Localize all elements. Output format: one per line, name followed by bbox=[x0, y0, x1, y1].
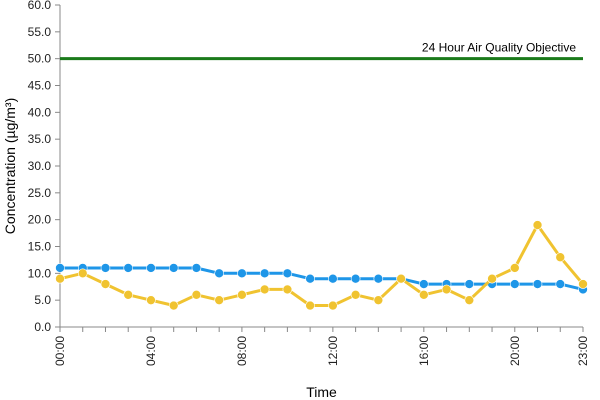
y-tick-label: 35.0 bbox=[28, 132, 52, 146]
x-axis-ticks: 00:00 04:00 08:00 12:00 16:00 20:00 23:00 bbox=[53, 327, 590, 366]
data-point bbox=[487, 273, 497, 284]
data-point bbox=[509, 279, 520, 289]
data-point bbox=[419, 279, 429, 289]
data-point bbox=[259, 284, 270, 295]
data-point bbox=[77, 268, 88, 279]
data-point bbox=[555, 279, 566, 289]
data-point bbox=[146, 263, 156, 273]
data-point bbox=[464, 295, 475, 305]
y-tick-label: 60.0 bbox=[28, 0, 52, 12]
y-tick-label: 45.0 bbox=[28, 79, 52, 93]
x-tick-label: 12:00 bbox=[326, 336, 340, 366]
series-layer bbox=[55, 220, 588, 311]
x-tick-label: 23:00 bbox=[576, 336, 590, 366]
data-point bbox=[168, 263, 179, 273]
y-tick-label: 10.0 bbox=[28, 266, 52, 280]
x-tick-label: 20:00 bbox=[508, 336, 522, 366]
data-point bbox=[55, 263, 65, 273]
series-0 bbox=[55, 263, 588, 295]
y-tick-label: 0.0 bbox=[34, 320, 51, 334]
data-point bbox=[305, 300, 315, 311]
y-tick-label: 40.0 bbox=[28, 105, 52, 119]
data-point bbox=[441, 284, 452, 295]
y-tick-label: 50.0 bbox=[28, 52, 52, 66]
data-point bbox=[328, 300, 338, 311]
series-1 bbox=[55, 220, 588, 311]
data-point bbox=[214, 295, 224, 305]
data-point bbox=[282, 268, 293, 279]
y-axis-title: Concentration (µg/m³) bbox=[2, 98, 18, 234]
data-point bbox=[237, 289, 247, 300]
data-point bbox=[100, 263, 111, 273]
data-point bbox=[419, 289, 429, 300]
data-point bbox=[328, 273, 338, 284]
data-point bbox=[123, 263, 134, 273]
data-point bbox=[282, 284, 293, 295]
series-line bbox=[59, 223, 585, 307]
data-point bbox=[305, 273, 315, 284]
x-tick-label: 16:00 bbox=[417, 336, 431, 366]
data-point bbox=[214, 268, 224, 279]
data-point bbox=[464, 279, 475, 289]
y-tick-label: 20.0 bbox=[28, 213, 52, 227]
x-tick-label: 04:00 bbox=[144, 336, 158, 366]
data-point bbox=[191, 289, 202, 300]
data-point bbox=[350, 273, 361, 284]
data-point bbox=[373, 273, 384, 284]
y-tick-label: 25.0 bbox=[28, 186, 52, 200]
data-point bbox=[237, 268, 247, 279]
data-point bbox=[532, 220, 543, 230]
y-tick-label: 30.0 bbox=[28, 159, 52, 173]
y-axis-ticks: 0.0 5.0 10.0 15.0 20.0 25.0 30.0 35.0 40.0 45.0 50… bbox=[28, 0, 60, 334]
data-point bbox=[396, 273, 406, 284]
data-point bbox=[532, 279, 543, 289]
data-point bbox=[146, 295, 156, 305]
air-quality-objective-label: 24 Hour Air Quality Objective bbox=[422, 41, 576, 55]
data-point bbox=[555, 252, 566, 263]
y-tick-label: 15.0 bbox=[28, 240, 52, 254]
data-point bbox=[55, 273, 65, 284]
y-tick-label: 5.0 bbox=[34, 293, 51, 307]
x-axis-title: Time bbox=[306, 384, 337, 400]
data-point bbox=[259, 268, 270, 279]
data-point bbox=[373, 295, 384, 305]
x-tick-label: 08:00 bbox=[235, 336, 249, 366]
x-tick-label: 00:00 bbox=[53, 336, 67, 366]
data-point bbox=[168, 300, 179, 311]
data-point bbox=[350, 289, 361, 300]
data-point bbox=[100, 279, 111, 289]
data-point bbox=[123, 289, 134, 300]
data-point bbox=[509, 263, 520, 273]
data-point bbox=[578, 279, 588, 289]
data-point bbox=[191, 263, 202, 273]
y-tick-label: 55.0 bbox=[28, 25, 52, 39]
